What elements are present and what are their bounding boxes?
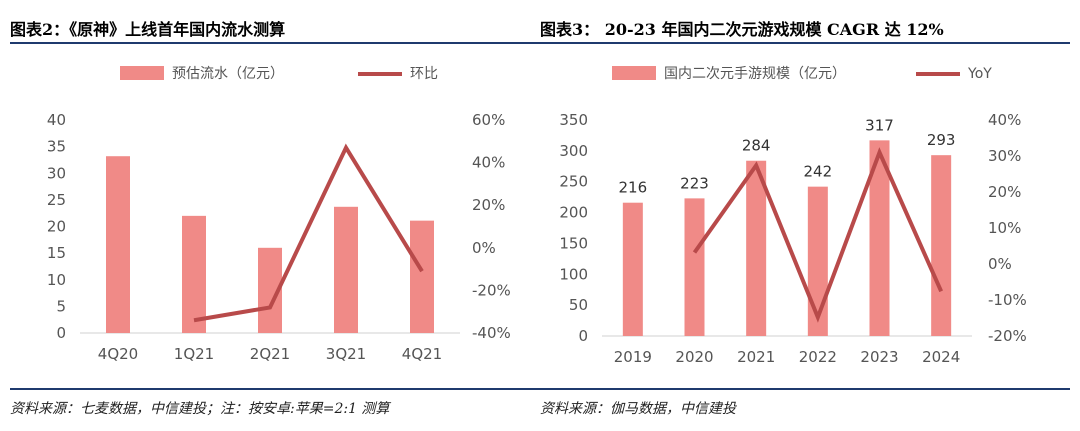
- right-panel: 图表3： 20-23 年国内二次元游戏规模 CAGR 达 12% 国内二次元手游…: [540, 0, 1070, 431]
- left-x-tick-1Q21: 1Q21: [174, 345, 214, 363]
- right-y-right-tick: -20%: [988, 327, 1027, 345]
- left-bar-4Q20: [106, 156, 130, 333]
- left-y-right-tick: 20%: [472, 196, 505, 214]
- right-legend-bar-label: 国内二次元手游规模（亿元）: [664, 66, 846, 82]
- right-y-left-tick: 150: [559, 234, 588, 252]
- right-y-right-tick: 40%: [988, 111, 1021, 129]
- left-x-tick-3Q21: 3Q21: [326, 345, 366, 363]
- right-y-left-tick: 250: [559, 173, 588, 191]
- right-x-tick-2023: 2023: [860, 348, 898, 366]
- left-y-left-tick: 20: [47, 218, 66, 236]
- left-y-left-tick: 40: [47, 111, 66, 129]
- left-y-left-tick: 30: [47, 164, 66, 182]
- right-y-left-tick: 300: [559, 142, 588, 160]
- right-x-tick-2021: 2021: [737, 348, 775, 366]
- right-bar-data-label: 293: [927, 131, 956, 149]
- right-legend-line-label: YoY: [967, 66, 992, 82]
- right-bar-2023: [869, 140, 890, 336]
- right-bar-data-label: 223: [680, 174, 709, 192]
- right-y-left-tick: 350: [559, 111, 588, 129]
- right-bar-data-label: 317: [865, 116, 894, 134]
- footer-rule: [10, 388, 1070, 390]
- left-title-rule: [10, 42, 540, 44]
- left-y-right-tick: 0%: [472, 239, 496, 257]
- left-legend-bar-swatch: [120, 66, 164, 80]
- right-line-series: [692, 147, 943, 323]
- left-bar-3Q21: [334, 206, 358, 333]
- right-x-tick-2019: 2019: [614, 348, 652, 366]
- right-x-tick-2022: 2022: [799, 348, 837, 366]
- left-y-right-tick: 40%: [472, 154, 505, 172]
- right-y-left-tick: 50: [569, 296, 588, 314]
- right-y-right-tick: -10%: [988, 291, 1027, 309]
- right-y-right-tick: 20%: [988, 183, 1021, 201]
- left-y-left-tick: 15: [47, 244, 66, 262]
- left-line-series: [193, 143, 424, 323]
- left-panel: 图表2：《原神》上线首年国内流水测算 预估流水（亿元） 环比 0 5 10 15 20 25 3…: [10, 0, 540, 431]
- left-x-tick-4Q20: 4Q20: [98, 345, 138, 363]
- left-y-left-tick: 25: [47, 191, 66, 209]
- left-y-right-tick: 60%: [472, 111, 505, 129]
- left-bar-4Q21: [410, 220, 434, 333]
- right-y-right-tick: 0%: [988, 255, 1012, 273]
- right-legend-bar-swatch: [612, 66, 656, 80]
- left-x-tick-4Q21: 4Q21: [402, 345, 442, 363]
- left-source-note: 资料来源：七麦数据，中信建投；注：按安卓:苹果=2:1 测算: [10, 401, 390, 417]
- right-y-right-tick: 30%: [988, 147, 1021, 165]
- right-x-tick-2024: 2024: [922, 348, 960, 366]
- right-bar-data-label: 242: [804, 163, 833, 181]
- left-y-right-tick: -20%: [472, 281, 511, 299]
- right-bar-2024: [931, 155, 952, 336]
- left-y-left-tick: 0: [56, 324, 66, 342]
- right-bar-2019: [622, 202, 643, 336]
- right-bar-2021: [746, 160, 767, 336]
- right-y-left-tick: 100: [559, 265, 588, 283]
- right-bar-data-label: 216: [619, 179, 648, 197]
- right-y-left-tick: 0: [578, 327, 588, 345]
- left-bar-1Q21: [182, 215, 206, 333]
- right-chart-title: 图表3： 20-23 年国内二次元游戏规模 CAGR 达 12%: [540, 20, 944, 39]
- right-x-tick-2020: 2020: [675, 348, 713, 366]
- left-chart-title: 图表2：《原神》上线首年国内流水测算: [10, 20, 286, 39]
- left-legend-bar-label: 预估流水（亿元）: [172, 66, 284, 82]
- left-y-left-tick: 5: [56, 297, 66, 315]
- right-title-rule: [540, 42, 1070, 44]
- right-bar-2020: [684, 198, 705, 336]
- right-y-left-tick: 200: [559, 204, 588, 222]
- left-chart: 预估流水（亿元） 环比 0 5 10 15 20 25 30 35 40 -40% -20% 0% 20% 4…: [47, 66, 511, 363]
- right-source-note: 资料来源：伽马数据，中信建投: [540, 401, 736, 417]
- left-legend-line-label: 环比: [410, 66, 438, 82]
- left-y-left-tick: 10: [47, 271, 66, 289]
- right-bar-data-label: 284: [742, 137, 771, 155]
- left-x-tick-2Q21: 2Q21: [250, 345, 290, 363]
- left-y-right-tick: -40%: [472, 324, 511, 342]
- right-chart: 国内二次元手游规模（亿元） YoY 0 50 100 150 200 250 300 350 -20…: [559, 66, 1027, 366]
- right-y-right-tick: 10%: [988, 219, 1021, 237]
- left-y-left-tick: 35: [47, 138, 66, 156]
